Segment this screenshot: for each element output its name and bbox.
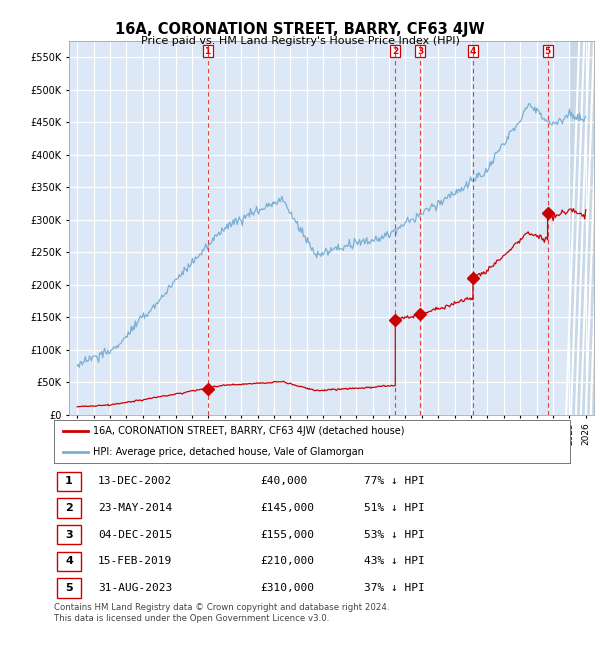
Text: 77% ↓ HPI: 77% ↓ HPI (364, 476, 424, 486)
FancyBboxPatch shape (56, 525, 82, 544)
Text: £145,000: £145,000 (260, 503, 314, 513)
Text: 1: 1 (205, 47, 211, 55)
Text: £40,000: £40,000 (260, 476, 308, 486)
FancyBboxPatch shape (56, 499, 82, 517)
Text: 16A, CORONATION STREET, BARRY, CF63 4JW (detached house): 16A, CORONATION STREET, BARRY, CF63 4JW … (92, 426, 404, 437)
Text: HPI: Average price, detached house, Vale of Glamorgan: HPI: Average price, detached house, Vale… (92, 447, 364, 457)
Text: 15-FEB-2019: 15-FEB-2019 (98, 556, 172, 566)
FancyBboxPatch shape (56, 552, 82, 571)
Text: 5: 5 (544, 47, 551, 55)
Text: 2: 2 (392, 47, 398, 55)
Text: £310,000: £310,000 (260, 583, 314, 593)
Text: 23-MAY-2014: 23-MAY-2014 (98, 503, 172, 513)
Text: 31-AUG-2023: 31-AUG-2023 (98, 583, 172, 593)
Text: 5: 5 (65, 583, 73, 593)
Text: £210,000: £210,000 (260, 556, 314, 566)
Text: 51% ↓ HPI: 51% ↓ HPI (364, 503, 424, 513)
Text: 3: 3 (417, 47, 424, 55)
Text: 16A, CORONATION STREET, BARRY, CF63 4JW: 16A, CORONATION STREET, BARRY, CF63 4JW (115, 22, 485, 37)
Text: 4: 4 (65, 556, 73, 566)
Text: Contains HM Land Registry data © Crown copyright and database right 2024.
This d: Contains HM Land Registry data © Crown c… (54, 603, 389, 623)
Text: 3: 3 (65, 530, 73, 540)
FancyBboxPatch shape (56, 472, 82, 491)
Text: 04-DEC-2015: 04-DEC-2015 (98, 530, 172, 540)
Text: 43% ↓ HPI: 43% ↓ HPI (364, 556, 424, 566)
Text: 13-DEC-2002: 13-DEC-2002 (98, 476, 172, 486)
Text: 37% ↓ HPI: 37% ↓ HPI (364, 583, 424, 593)
Bar (569, 41, 594, 415)
Text: 1: 1 (65, 476, 73, 486)
Text: 2: 2 (65, 503, 73, 513)
Text: 4: 4 (470, 47, 476, 55)
Text: 53% ↓ HPI: 53% ↓ HPI (364, 530, 424, 540)
FancyBboxPatch shape (56, 578, 82, 597)
Text: £155,000: £155,000 (260, 530, 314, 540)
Text: Price paid vs. HM Land Registry's House Price Index (HPI): Price paid vs. HM Land Registry's House … (140, 36, 460, 46)
